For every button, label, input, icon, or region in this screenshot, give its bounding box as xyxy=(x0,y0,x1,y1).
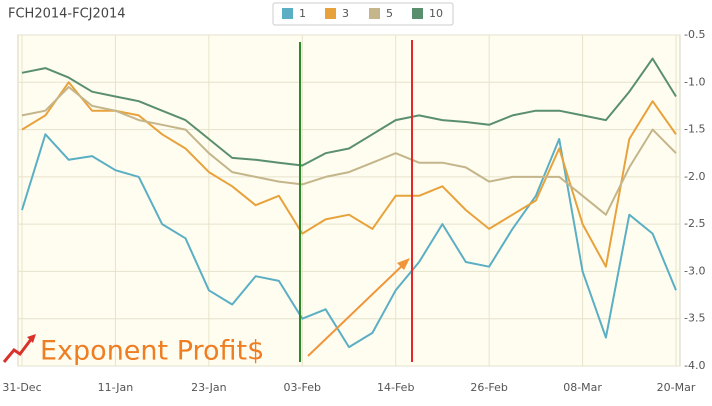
legend-label: 5 xyxy=(386,7,393,20)
x-tick-label: 31-Dec xyxy=(2,381,41,394)
y-tick-label: -1.5 xyxy=(684,123,705,136)
y-tick-label: -0.5 xyxy=(684,28,705,41)
y-tick-label: -1.0 xyxy=(684,75,705,88)
x-tick-label: 26-Feb xyxy=(470,381,507,394)
x-tick-label: 20-Mar xyxy=(657,381,696,394)
legend xyxy=(272,2,454,26)
grid xyxy=(18,34,680,367)
chart-title: FCH2014-FCJ2014 xyxy=(8,7,126,22)
y-tick-label: -2.0 xyxy=(684,170,705,183)
x-tick-label: 03-Feb xyxy=(284,381,321,394)
y-tick-label: -4.0 xyxy=(684,359,705,372)
x-tick-label: 14-Feb xyxy=(377,381,414,394)
x-tick-label: 23-Jan xyxy=(191,381,227,394)
arrow-head xyxy=(397,258,410,270)
legend-swatch xyxy=(369,8,380,19)
arrow-line xyxy=(307,261,407,357)
y-tick-label: -2.5 xyxy=(684,217,705,230)
legend-label: 3 xyxy=(342,7,349,20)
series-line xyxy=(21,86,677,216)
legend-swatch xyxy=(282,8,293,19)
x-tick-label: 11-Jan xyxy=(98,381,134,394)
watermark: Exponent Profit$ xyxy=(40,336,264,367)
series-line xyxy=(21,57,677,167)
y-tick-label: -3.0 xyxy=(684,264,705,277)
x-tick-label: 08-Mar xyxy=(563,381,602,394)
legend-swatch xyxy=(325,8,336,19)
watermark-logo xyxy=(2,334,36,363)
legend-label: 1 xyxy=(299,7,306,20)
legend-items: 1 3 5 10 xyxy=(282,7,443,20)
y-tick-label: -3.5 xyxy=(684,312,705,325)
legend-swatch xyxy=(412,8,423,19)
legend-label: 10 xyxy=(429,7,443,20)
series-lines xyxy=(21,57,677,349)
series-line xyxy=(21,81,677,268)
